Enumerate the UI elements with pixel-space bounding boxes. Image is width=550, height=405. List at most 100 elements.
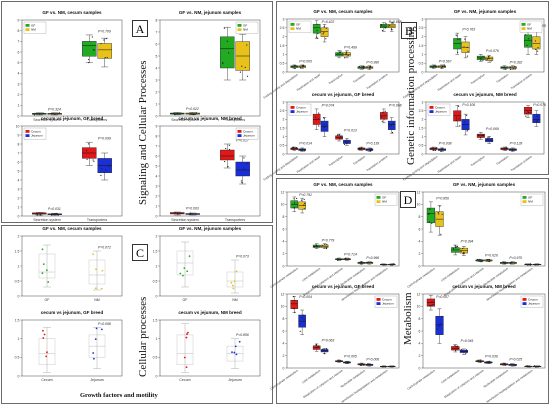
- data-point: [480, 361, 482, 363]
- data-point: [223, 27, 226, 29]
- data-point: [535, 48, 537, 51]
- data-point: [480, 260, 482, 263]
- y-tick-label: 1.5: [15, 249, 20, 253]
- y-tick-label: 4: [419, 342, 421, 346]
- data-point: [337, 258, 339, 260]
- y-tick-label: 6: [156, 42, 158, 46]
- data-point: [526, 113, 528, 115]
- legend-label: Cecum: [382, 298, 392, 302]
- y-tick-label: 12: [417, 292, 421, 296]
- p-value-label: P=0.709: [98, 29, 111, 33]
- y-tick-label: 0: [283, 152, 285, 156]
- data-point: [41, 248, 44, 251]
- data-point: [428, 213, 430, 215]
- p-value-label: P=0.068: [389, 103, 402, 107]
- x-tick-label: Transporters: [225, 118, 245, 122]
- legend-label: GF: [527, 23, 531, 27]
- legend-swatch: [376, 302, 381, 305]
- data-point: [526, 365, 529, 367]
- y-tick-label: 2.5: [280, 109, 285, 113]
- data-point: [487, 55, 490, 58]
- x-tick-label: NM: [94, 298, 100, 302]
- y-tick-label: 0.5: [15, 279, 20, 283]
- data-point: [455, 119, 458, 121]
- data-point: [314, 246, 316, 248]
- data-point: [460, 348, 462, 351]
- data-point: [534, 263, 536, 265]
- x-tick-label: Carbohydrate metabolism: [406, 266, 436, 289]
- chart-title: GF vs. NM, cecum samples: [313, 182, 373, 187]
- data-point: [180, 212, 182, 215]
- data-point: [382, 264, 384, 266]
- legend-swatch: [290, 23, 295, 26]
- data-point: [337, 359, 339, 361]
- y-tick-label: 0: [18, 114, 20, 118]
- data-point: [529, 366, 531, 368]
- data-point: [527, 110, 529, 112]
- data-point: [222, 62, 224, 64]
- data-point: [300, 149, 302, 151]
- data-point: [46, 351, 48, 354]
- data-point: [526, 264, 529, 266]
- plot-frame: [159, 319, 261, 377]
- box-cecum: [176, 334, 194, 365]
- data-point: [514, 262, 516, 264]
- y-tick-label: 1: [283, 53, 285, 57]
- data-point: [459, 125, 461, 127]
- chart-title: GF vs. NM, jejunum samples: [453, 182, 516, 187]
- p-value-label: P=0.622: [186, 107, 199, 111]
- p-value-label: P=0.567: [439, 59, 452, 63]
- data-point: [525, 365, 527, 367]
- data-point: [344, 257, 346, 260]
- data-point: [173, 112, 175, 114]
- y-tick-label: 1.5: [153, 318, 158, 322]
- data-point: [344, 57, 346, 59]
- legend-box: [235, 127, 259, 140]
- x-tick-label: Transporters: [87, 218, 107, 222]
- y-tick-label: 7: [156, 30, 158, 34]
- data-point: [477, 359, 479, 362]
- data-point: [536, 50, 539, 52]
- data-point: [503, 362, 505, 364]
- legend-swatch: [522, 298, 527, 301]
- x-tick-label: Translation: [495, 154, 509, 166]
- legend-label: NM: [296, 27, 301, 31]
- y-tick-label: 0: [419, 264, 421, 268]
- panel-letter-d: D: [400, 191, 416, 208]
- p-value-label: P=0.139: [366, 142, 379, 146]
- data-point: [339, 51, 341, 54]
- data-point: [479, 259, 481, 261]
- data-point: [299, 67, 302, 69]
- x-tick-label: Jejunum: [228, 378, 242, 382]
- legend-swatch: [376, 298, 381, 301]
- data-point: [464, 38, 466, 40]
- data-point: [457, 51, 459, 53]
- y-tick-label: 1: [18, 337, 20, 341]
- data-point: [359, 261, 361, 263]
- y-tick-label: 0.5: [419, 144, 424, 148]
- y-tick-label: 3: [18, 82, 20, 86]
- data-point: [100, 174, 102, 177]
- data-point: [486, 259, 488, 261]
- data-point: [293, 64, 296, 67]
- data-point: [231, 284, 234, 287]
- y-tick-label: 9: [156, 124, 158, 128]
- data-point: [183, 356, 186, 359]
- y-tick-label: 2: [283, 35, 285, 39]
- y-tick-label: 0: [422, 152, 424, 156]
- box-gf: [524, 34, 533, 48]
- p-value-label: P=0.006: [366, 358, 379, 362]
- data-point: [525, 263, 527, 265]
- data-point: [241, 182, 243, 184]
- data-point: [476, 360, 478, 362]
- data-point: [303, 204, 305, 206]
- data-point: [316, 30, 318, 32]
- data-point: [43, 333, 46, 336]
- data-point: [381, 263, 383, 265]
- data-point: [440, 150, 442, 152]
- data-point: [195, 112, 198, 114]
- data-point: [391, 131, 394, 134]
- data-point: [371, 148, 373, 151]
- data-point: [512, 149, 514, 151]
- x-tick-label: Transcription: [470, 154, 486, 167]
